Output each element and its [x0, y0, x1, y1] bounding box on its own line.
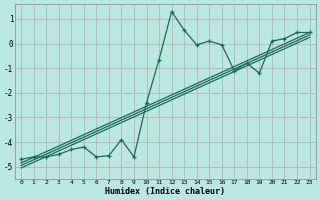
X-axis label: Humidex (Indice chaleur): Humidex (Indice chaleur)	[105, 187, 225, 196]
